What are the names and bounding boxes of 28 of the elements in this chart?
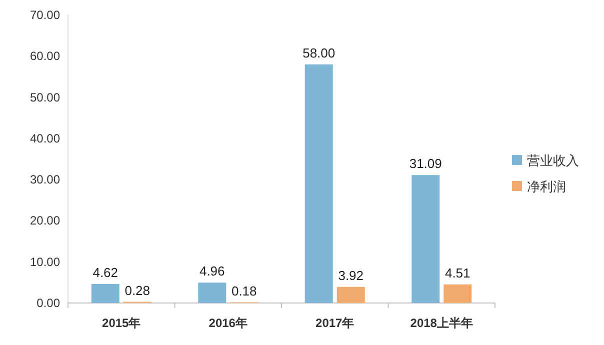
y-tick-label: 20.00 — [30, 214, 60, 228]
data-label: 4.51 — [444, 265, 470, 280]
bar — [304, 64, 333, 303]
data-label: 0.18 — [231, 283, 257, 298]
data-label: 4.62 — [92, 264, 118, 280]
y-tick-label: 40.00 — [30, 131, 60, 146]
y-tick-label: 10.00 — [30, 254, 60, 269]
x-tick-label: 2017年 — [316, 316, 354, 330]
y-tick-label: 70.00 — [30, 8, 60, 22]
bar — [444, 284, 472, 303]
y-tick-label: 50.00 — [30, 90, 60, 104]
bar — [198, 282, 226, 303]
data-label: 31.09 — [409, 156, 442, 172]
bar — [412, 175, 440, 303]
y-tick-label: 60.00 — [30, 49, 60, 64]
y-tick-label: 0.00 — [36, 296, 60, 310]
data-label: 0.28 — [124, 282, 150, 298]
legend-label: 营业收入 — [527, 153, 579, 168]
y-tick-label: 30.00 — [30, 172, 60, 187]
data-label: 3.92 — [338, 268, 364, 283]
bar — [91, 284, 120, 303]
data-label: 58.00 — [302, 45, 336, 60]
data-label: 4.96 — [199, 264, 225, 279]
x-tick-label: 2016年 — [208, 316, 248, 330]
x-tick-label: 2015年 — [102, 316, 141, 330]
x-tick-label: 2018上半年 — [410, 316, 473, 330]
legend-label: 净利润 — [527, 179, 566, 194]
bar — [336, 286, 365, 303]
